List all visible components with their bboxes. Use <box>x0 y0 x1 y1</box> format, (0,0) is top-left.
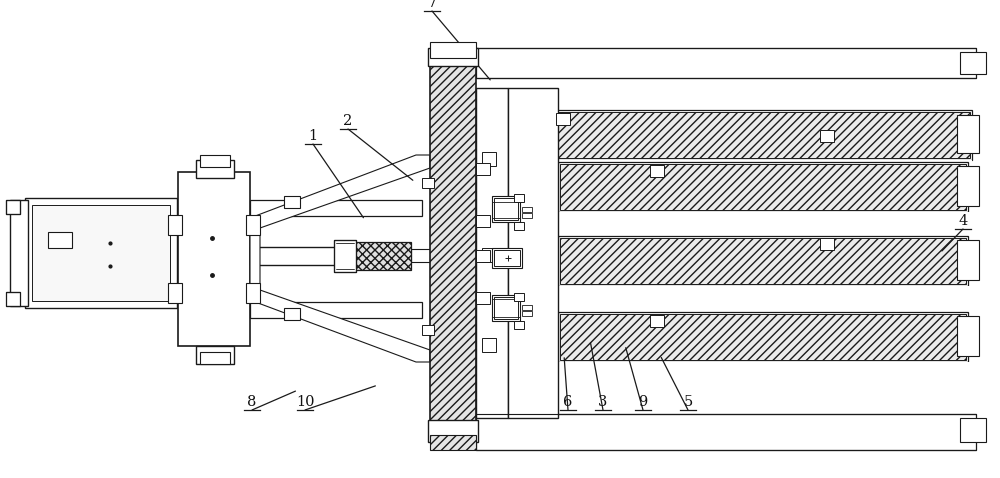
Bar <box>284 196 300 208</box>
Bar <box>476 160 972 228</box>
Bar <box>558 312 968 362</box>
Text: 9: 9 <box>638 395 648 409</box>
Bar <box>476 250 490 262</box>
Bar <box>556 113 570 125</box>
Bar <box>428 48 478 66</box>
Text: 6: 6 <box>563 395 573 409</box>
Bar <box>48 232 72 248</box>
Bar <box>522 305 532 310</box>
Bar <box>558 236 968 286</box>
Bar <box>960 52 986 74</box>
Bar <box>476 48 976 78</box>
Bar <box>476 292 490 304</box>
Bar <box>250 247 402 265</box>
Bar <box>250 200 422 216</box>
Bar <box>196 160 234 178</box>
Bar <box>522 311 532 316</box>
Bar <box>514 321 524 329</box>
Bar <box>422 325 434 335</box>
Polygon shape <box>250 155 430 362</box>
Bar <box>492 295 520 321</box>
Text: 5: 5 <box>683 395 693 409</box>
Bar <box>250 302 422 318</box>
Bar <box>478 112 970 158</box>
Bar <box>957 166 979 206</box>
Bar <box>422 178 434 188</box>
Bar <box>476 163 490 175</box>
Bar <box>522 207 532 212</box>
Bar <box>492 248 522 268</box>
Bar <box>482 248 496 262</box>
Text: 2: 2 <box>343 114 353 128</box>
Bar <box>560 238 966 284</box>
Bar <box>514 194 524 202</box>
Bar <box>430 55 476 425</box>
Bar <box>25 198 177 308</box>
Bar <box>428 420 478 442</box>
Bar <box>482 152 496 166</box>
Text: 10: 10 <box>296 395 314 409</box>
Bar <box>334 240 356 272</box>
Bar <box>200 352 230 364</box>
Bar <box>246 215 260 235</box>
Bar <box>476 110 972 160</box>
Bar <box>560 164 966 210</box>
Bar <box>820 130 834 142</box>
Text: 8: 8 <box>247 395 257 409</box>
Bar <box>430 435 476 450</box>
Bar <box>476 88 508 418</box>
Bar <box>560 314 966 360</box>
Bar <box>168 215 182 235</box>
Bar <box>960 418 986 442</box>
Text: 1: 1 <box>308 129 318 143</box>
Text: 3: 3 <box>598 395 608 409</box>
Bar <box>430 42 476 58</box>
Bar <box>558 162 968 212</box>
Bar <box>6 292 20 306</box>
Bar <box>411 249 491 262</box>
Bar <box>494 297 518 319</box>
Bar <box>508 88 558 418</box>
Bar <box>650 315 664 327</box>
Bar <box>650 165 664 177</box>
Bar <box>476 414 976 450</box>
Bar <box>476 362 972 414</box>
Bar <box>10 200 28 306</box>
Bar <box>494 198 518 220</box>
Bar <box>957 240 979 280</box>
Bar <box>514 222 524 230</box>
Bar <box>353 242 411 270</box>
Bar <box>820 238 834 250</box>
Text: 7: 7 <box>427 0 437 10</box>
Bar <box>168 283 182 303</box>
Bar <box>178 172 250 346</box>
Bar <box>32 205 170 301</box>
Bar <box>476 215 490 227</box>
Bar <box>482 338 496 352</box>
Bar <box>284 308 300 320</box>
Bar <box>514 293 524 301</box>
Bar <box>6 200 20 214</box>
Bar <box>246 283 260 303</box>
Bar <box>957 115 979 153</box>
Bar <box>492 196 520 222</box>
Bar <box>957 316 979 356</box>
Bar <box>476 212 972 276</box>
Text: 4: 4 <box>958 214 968 228</box>
Bar <box>196 346 234 364</box>
Bar <box>522 213 532 218</box>
Bar <box>200 155 230 167</box>
Bar <box>494 250 520 266</box>
Bar <box>476 286 972 340</box>
